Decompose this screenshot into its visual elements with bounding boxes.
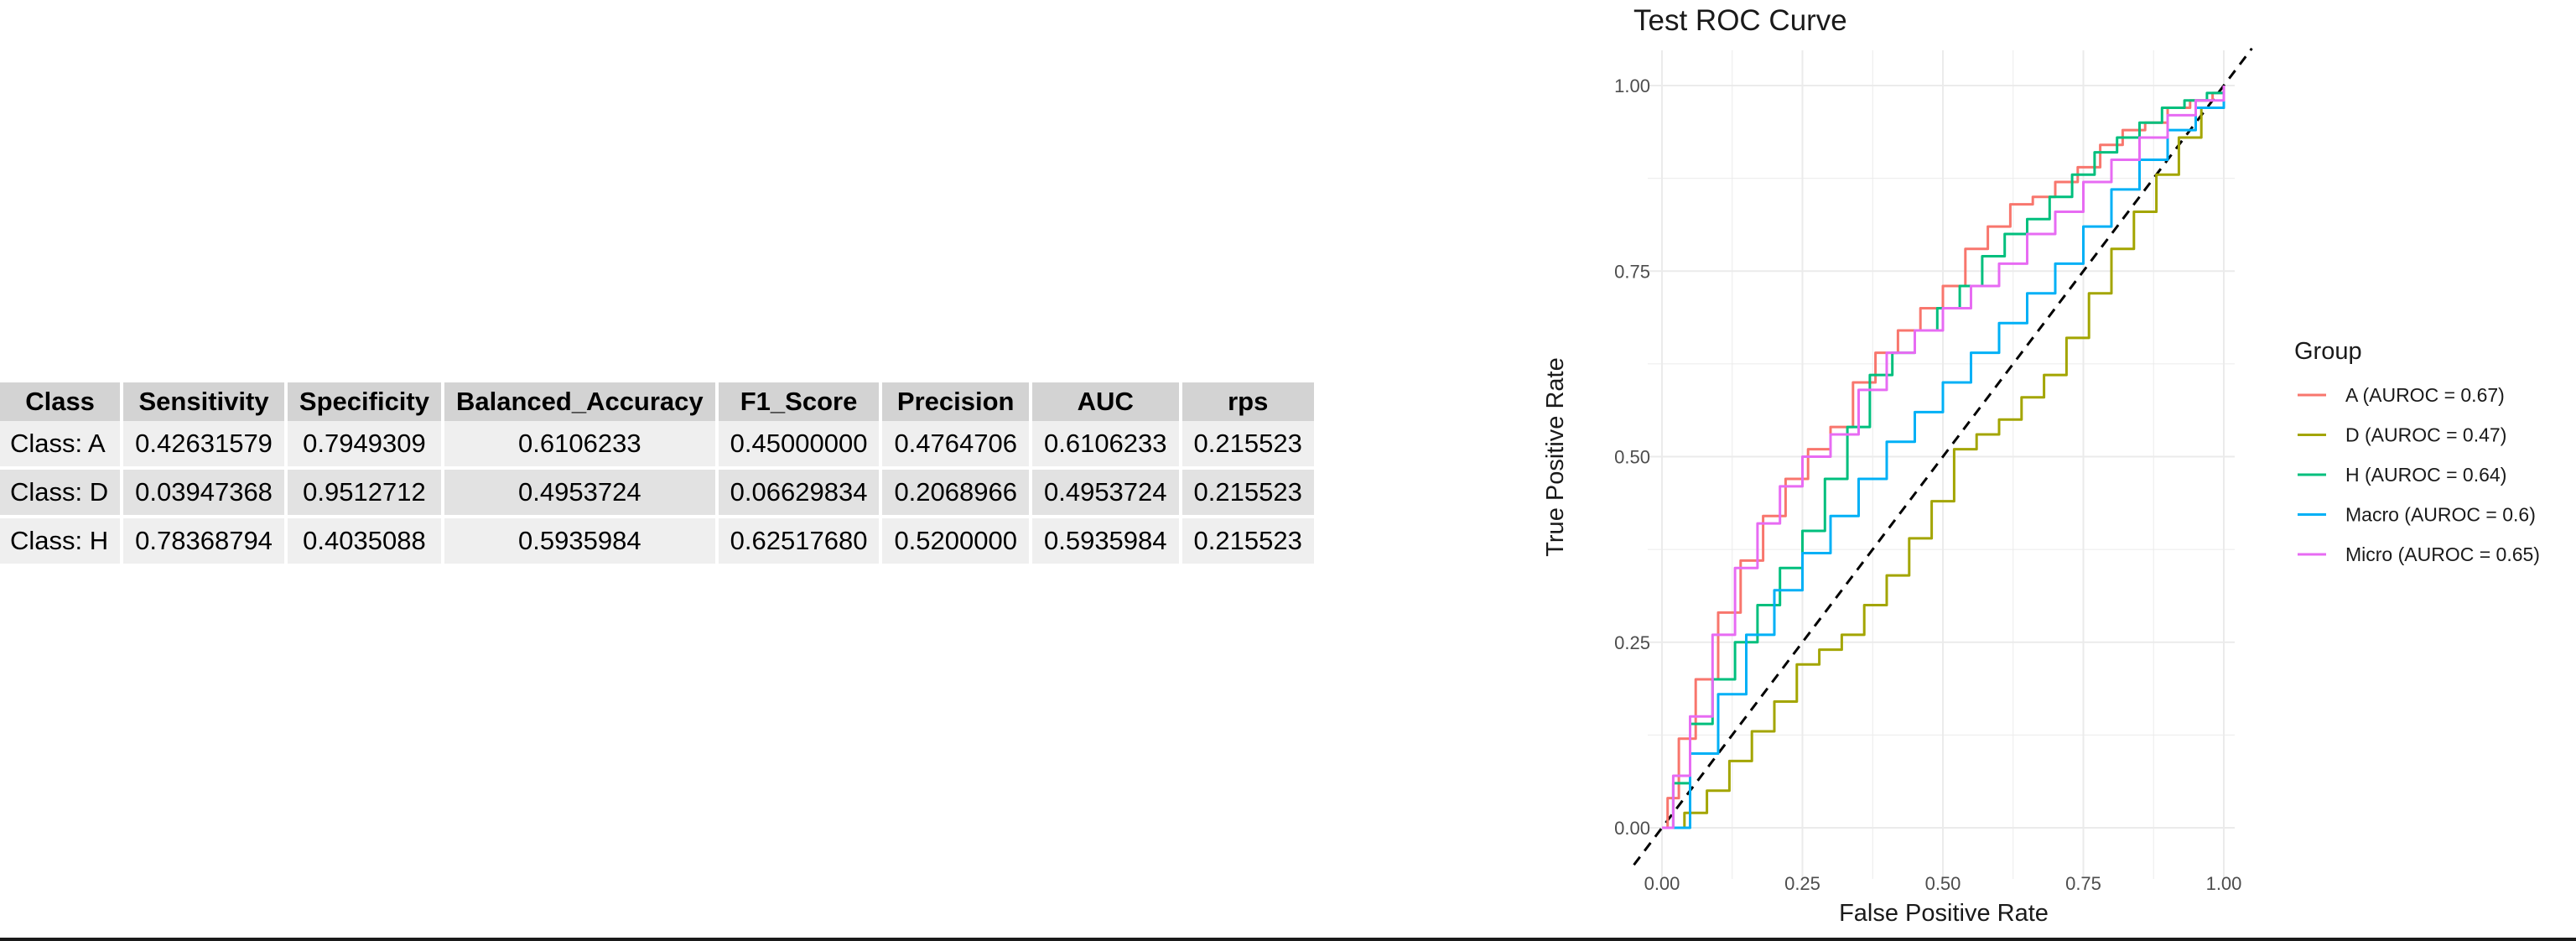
table-cell: 0.6106233 [1031,421,1179,466]
column-header: rps [1182,382,1314,421]
y-axis-title: True Positive Rate [1542,357,1569,556]
table-cell: 0.78368794 [123,515,284,564]
roc-series-layer [1662,86,2225,829]
table-cell: 0.4953724 [444,466,715,515]
column-header: Precision [882,382,1029,421]
table-header-row: Class Sensitivity Specificity Balanced_Accu… [0,382,1314,421]
table-row: Class: D 0.03947368 0.9512712 0.4953724 0.06… [0,466,1314,515]
table-cell: 0.6106233 [444,421,715,466]
x-axis-title: False Positive Rate [1839,900,2049,927]
table-body: Class: A 0.42631579 0.7949309 0.6106233 0.45… [0,421,1314,564]
x-tick-label: 0.75 [2065,873,2101,894]
reference-diagonal-line [1633,47,2253,866]
metrics-table: Class Sensitivity Specificity Balanced_Accu… [0,382,1317,564]
x-tick-label: 0.25 [1784,873,1820,894]
reference-diagonal [1633,47,2253,866]
legend-items: A (AUROC = 0.67) D (AUROC = 0.47) H (AUROC… [2298,384,2540,565]
table-cell: Class: A [0,421,121,466]
roc-line-d [1662,86,2225,829]
table-cell: 0.4953724 [1031,466,1179,515]
table-cell: 0.215523 [1182,515,1314,564]
legend-label-a: A (AUROC = 0.67) [2345,384,2505,406]
axis-ticks: 0.00 0.25 0.50 0.75 1.00 0.00 0.25 0.50 0.75 1.00 [1614,75,2241,894]
table-cell: 0.62517680 [718,515,880,564]
y-tick-label: 0.50 [1614,447,1650,468]
table-cell: 0.2068966 [882,466,1029,515]
x-tick-label: 0.50 [1925,873,1961,894]
chart-title: Test ROC Curve [1633,4,1847,37]
y-tick-label: 1.00 [1614,75,1650,96]
table-cell: 0.215523 [1182,421,1314,466]
column-header: AUC [1031,382,1179,421]
legend-label-micro: Micro (AUROC = 0.65) [2345,543,2540,565]
x-tick-label: 1.00 [2206,873,2242,894]
table-cell: 0.215523 [1182,466,1314,515]
legend-label-h: H (AUROC = 0.64) [2345,464,2506,486]
table-cell: 0.7949309 [287,421,441,466]
column-header: Specificity [287,382,441,421]
roc-line-micro [1662,86,2225,829]
table-cell: Class: H [0,515,121,564]
table-cell: 0.06629834 [718,466,880,515]
table-cell: 0.42631579 [123,421,284,466]
table-cell: 0.4764706 [882,421,1029,466]
roc-line-macro [1662,86,2225,829]
y-tick-label: 0.25 [1614,632,1650,653]
column-header: Sensitivity [123,382,284,421]
table-cell: 0.4035088 [287,515,441,564]
table-cell: Class: D [0,466,121,515]
roc-line-h [1662,86,2225,829]
legend-label-d: D (AUROC = 0.47) [2345,424,2506,446]
y-tick-label: 0.00 [1614,818,1650,839]
column-header: F1_Score [718,382,880,421]
table-cell: 0.5935984 [444,515,715,564]
legend: Group A (AUROC = 0.67) D (AUROC = 0.47) H … [2294,338,2540,565]
column-header: Balanced_Accuracy [444,382,715,421]
table-row: Class: A 0.42631579 0.7949309 0.6106233 0.45… [0,421,1314,466]
roc-chart: Test ROC Curve 0.00 0.25 0.50 0.75 1.000.000… [1542,4,2540,927]
table-cell: 0.45000000 [718,421,880,466]
table-cell: 0.9512712 [287,466,441,515]
table-row: Class: H 0.78368794 0.4035088 0.5935984 0.62… [0,515,1314,564]
table-cell: 0.03947368 [123,466,284,515]
x-tick-label: 0.00 [1644,873,1680,894]
table-cell: 0.5200000 [882,515,1029,564]
plot-grid [1648,50,2235,879]
bottom-border [0,938,2576,941]
y-tick-label: 0.75 [1614,261,1650,282]
table-cell: 0.5935984 [1031,515,1179,564]
legend-label-macro: Macro (AUROC = 0.6) [2345,504,2536,526]
column-header: Class [0,382,121,421]
legend-title: Group [2294,338,2362,365]
